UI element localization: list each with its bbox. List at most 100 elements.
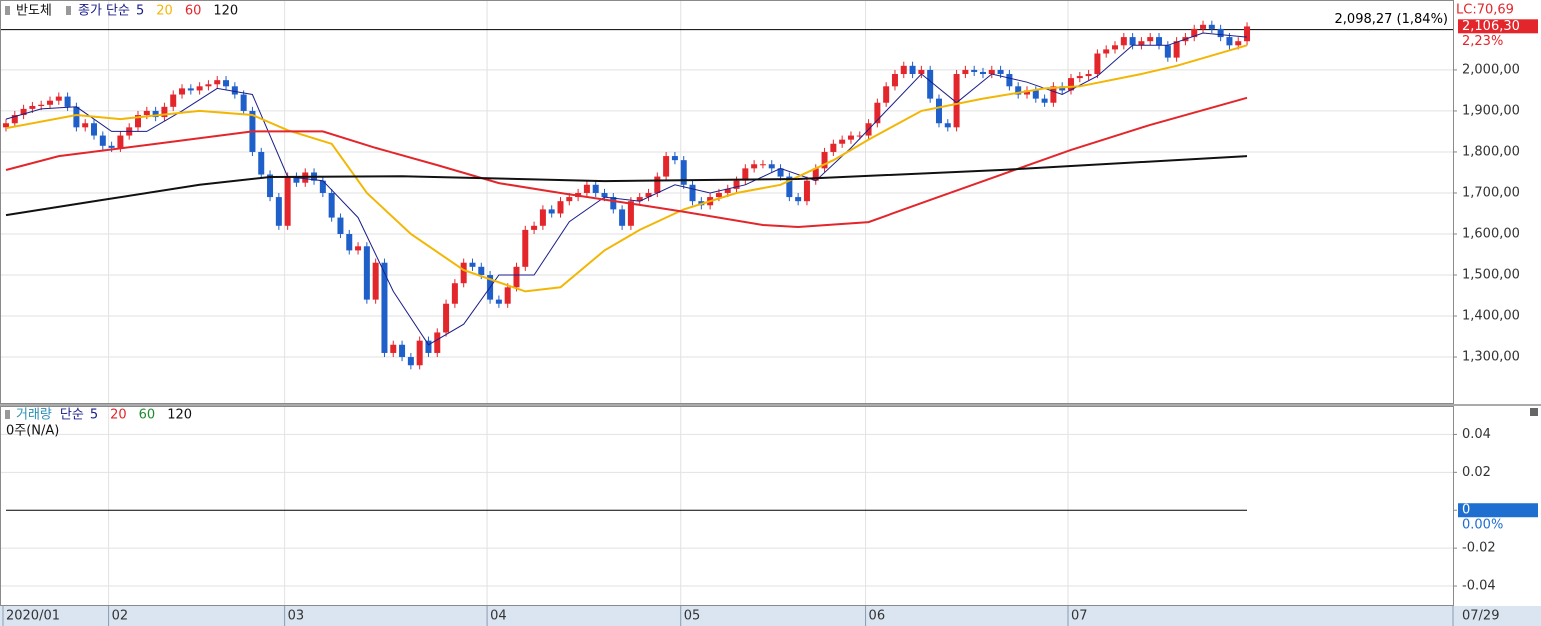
- candle-body: [671, 156, 678, 161]
- candle-body: [231, 86, 238, 95]
- candle-body: [399, 344, 406, 358]
- panel-button[interactable]: [1530, 408, 1538, 416]
- candle-body: [179, 88, 186, 95]
- candle-body: [187, 88, 194, 91]
- candle-body: [935, 98, 942, 124]
- candle-body: [803, 180, 810, 202]
- candle-body: [161, 106, 168, 118]
- price-panel: [0, 0, 1454, 404]
- candle-body: [619, 209, 626, 226]
- y-tick-label: -0.04: [1462, 579, 1496, 594]
- candle-body: [11, 115, 18, 124]
- candle-body: [1244, 26, 1251, 42]
- candle-body: [1015, 86, 1022, 95]
- x-tick-label: 06: [869, 609, 886, 624]
- candle-body: [2, 123, 9, 128]
- volume-panel: [0, 406, 1454, 606]
- candle-body: [258, 151, 265, 175]
- candle-body: [962, 69, 969, 75]
- candle-body: [839, 139, 846, 144]
- candle-body: [557, 201, 564, 214]
- candle-body: [29, 106, 36, 109]
- legend-icon: [5, 410, 10, 419]
- candle-body: [82, 123, 89, 128]
- candle-body: [979, 71, 986, 75]
- candle-body: [267, 174, 274, 198]
- candle-body: [390, 344, 397, 353]
- moving-average-line: [5, 44, 1248, 293]
- candle-body: [407, 357, 414, 366]
- candle-body: [381, 262, 388, 353]
- candle-body: [469, 262, 476, 267]
- candle-body: [55, 96, 62, 101]
- y-tick-label: 0.04: [1462, 427, 1491, 442]
- candle-body: [504, 287, 511, 304]
- y-tick-label: 1,400,00: [1462, 309, 1520, 324]
- candle-body: [715, 192, 722, 198]
- candle-body: [1200, 24, 1207, 29]
- candle-body: [1050, 86, 1057, 103]
- candle-body: [73, 106, 80, 128]
- candle-body: [434, 332, 441, 353]
- candle-body: [460, 262, 467, 284]
- zero-pct-label: 0.00%: [1462, 518, 1503, 533]
- legend-entry: 120: [167, 408, 192, 423]
- candle-body: [1032, 90, 1039, 99]
- candle-body: [346, 233, 353, 251]
- candle-body: [1085, 74, 1092, 77]
- candle-body: [891, 74, 898, 87]
- candle-body: [1208, 24, 1215, 29]
- legend-entry: 20: [156, 4, 173, 19]
- candle-body: [223, 80, 230, 87]
- y-tick-label: 1,700,00: [1462, 185, 1520, 200]
- candle-body: [909, 65, 916, 75]
- candle-body: [680, 160, 687, 185]
- change-label: 2,23%: [1462, 34, 1503, 49]
- candle-body: [663, 156, 670, 177]
- candle-body: [170, 94, 177, 107]
- x-tick-label: 05: [684, 609, 701, 624]
- legend-icon: [66, 6, 71, 15]
- candle-body: [1068, 78, 1075, 91]
- candle-body: [847, 135, 854, 140]
- candle-body: [1103, 49, 1110, 54]
- candle-body: [355, 246, 362, 251]
- legend-entry: 20: [110, 408, 127, 423]
- candle-body: [214, 80, 221, 85]
- y-tick-label: 0: [1462, 503, 1470, 518]
- moving-average-line: [5, 32, 1248, 346]
- candle-body: [768, 164, 775, 169]
- candle-body: [953, 74, 960, 128]
- zero-box: [1458, 503, 1538, 518]
- y-tick-label: 1,900,00: [1462, 103, 1520, 118]
- y-tick-label: 1,500,00: [1462, 268, 1520, 283]
- candle-body: [522, 229, 529, 267]
- candle-body: [1059, 86, 1066, 91]
- candle-body: [38, 104, 45, 107]
- y-tick-label: 0.02: [1462, 465, 1491, 480]
- candle-body: [372, 262, 379, 300]
- candle-body: [443, 303, 450, 333]
- candle-body: [1147, 37, 1154, 42]
- candle-body: [20, 108, 27, 116]
- candle-body: [1156, 37, 1163, 46]
- candle-body: [856, 135, 863, 137]
- candle-body: [1235, 41, 1242, 46]
- candle-body: [742, 168, 749, 181]
- candle-body: [1112, 45, 1119, 50]
- candle-body: [108, 145, 115, 148]
- candle-body: [451, 283, 458, 304]
- candle-body: [319, 180, 326, 193]
- candle-body: [1164, 45, 1171, 58]
- moving-average-line: [5, 96, 1248, 229]
- x-tick-label: 02: [112, 609, 129, 624]
- candle-body: [1041, 98, 1048, 103]
- candle-body: [293, 176, 300, 183]
- candle-body: [328, 192, 335, 218]
- candle-body: [117, 135, 124, 148]
- candle-body: [786, 176, 793, 198]
- y-tick-label: 2,000,00: [1462, 62, 1520, 77]
- candle-body: [99, 135, 106, 146]
